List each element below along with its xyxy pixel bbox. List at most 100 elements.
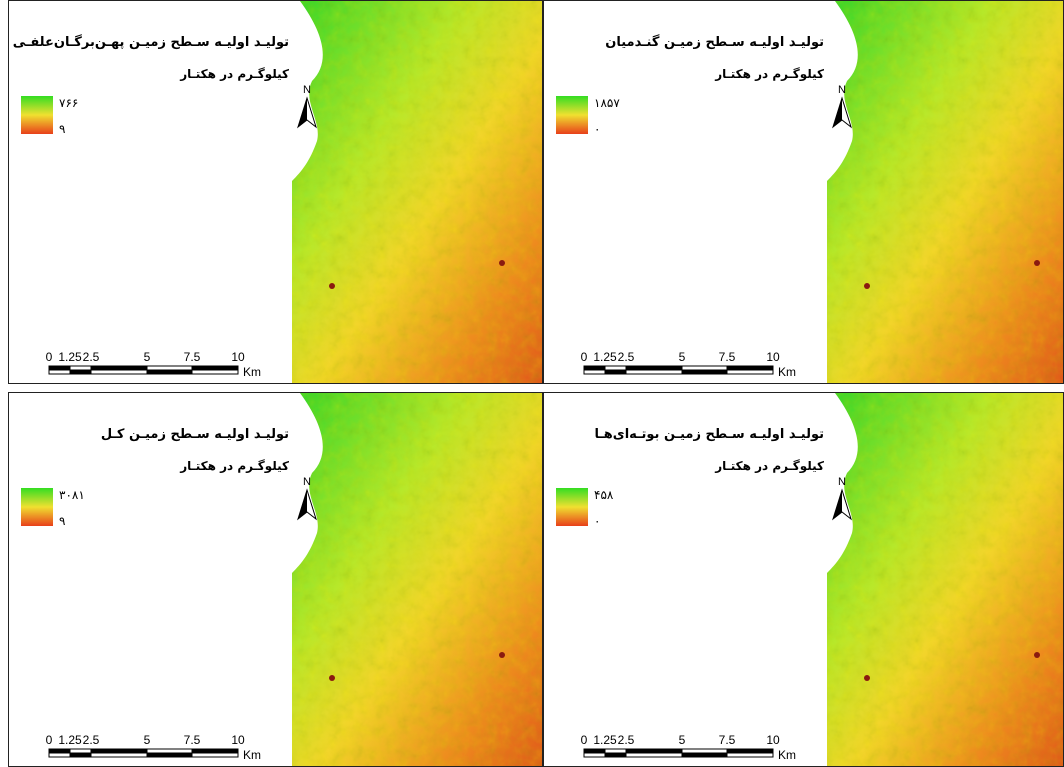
scale-segment bbox=[91, 753, 147, 757]
scale-segment bbox=[682, 366, 727, 370]
scale-label: 10 bbox=[231, 350, 245, 364]
scale-segment bbox=[584, 749, 605, 753]
scale-label: 7.5 bbox=[719, 733, 736, 747]
scale-segment bbox=[626, 753, 682, 757]
map-texture bbox=[292, 1, 543, 384]
scale-label: 7.5 bbox=[184, 733, 201, 747]
scale-segment bbox=[682, 749, 727, 753]
scale-segment bbox=[49, 366, 70, 370]
map-dot bbox=[329, 283, 335, 289]
unit-label: کیلوگـرم در هکتـار bbox=[558, 459, 824, 473]
scale-segment bbox=[192, 749, 238, 753]
scale-segment bbox=[147, 370, 192, 374]
scale-segment bbox=[91, 366, 147, 370]
scale-segment bbox=[605, 749, 626, 753]
map-title: تولیـد اولیـه سـطح زمیـن کـل bbox=[101, 427, 289, 442]
map-texture bbox=[827, 393, 1064, 767]
scale-segment bbox=[49, 370, 70, 374]
map-title: تولیـد اولیـه سـطح زمیـن گنـدمیان bbox=[605, 35, 824, 50]
north-label: N bbox=[303, 84, 311, 96]
scale-label: 7.5 bbox=[719, 350, 736, 364]
scale-segment bbox=[584, 366, 605, 370]
scale-segment bbox=[626, 749, 682, 753]
north-label: N bbox=[838, 476, 846, 488]
scale-label: 10 bbox=[766, 733, 780, 747]
scale-label: 2.5 bbox=[83, 350, 100, 364]
scale-segment bbox=[727, 370, 773, 374]
scale-label: 1.25 bbox=[593, 350, 617, 364]
scale-segment bbox=[626, 366, 682, 370]
legend-max: ۳۰۸۱ bbox=[59, 488, 85, 502]
scale-segment bbox=[147, 749, 192, 753]
map-texture bbox=[292, 393, 543, 767]
map-dot bbox=[499, 652, 505, 658]
scale-segment bbox=[584, 370, 605, 374]
scale-segment bbox=[49, 753, 70, 757]
scale-segment bbox=[49, 749, 70, 753]
scale-segment bbox=[605, 370, 626, 374]
legend-ramp bbox=[556, 488, 588, 526]
legend-ramp bbox=[21, 96, 53, 134]
scale-label: 2.5 bbox=[83, 733, 100, 747]
map-figure: N01.252.557.510Kmتولیـد اولیـه سـطح زمیـ… bbox=[0, 0, 1064, 767]
scale-segment bbox=[584, 753, 605, 757]
scale-segment bbox=[727, 753, 773, 757]
scale-segment bbox=[147, 753, 192, 757]
legend-max: ۴۵۸ bbox=[594, 488, 613, 502]
scale-segment bbox=[605, 366, 626, 370]
map-texture bbox=[827, 1, 1064, 384]
scale-unit: Km bbox=[243, 365, 261, 379]
scale-segment bbox=[70, 749, 91, 753]
scale-label: 1.25 bbox=[593, 733, 617, 747]
scale-label: 1.25 bbox=[58, 733, 82, 747]
legend-min: ۹ bbox=[59, 514, 65, 528]
scale-label: 0 bbox=[46, 733, 53, 747]
legend-max: ۱۸۵۷ bbox=[594, 96, 620, 110]
scale-segment bbox=[682, 753, 727, 757]
scale-label: 10 bbox=[766, 350, 780, 364]
scale-segment bbox=[70, 366, 91, 370]
map-title: تولیـد اولیـه سـطح زمیـن بوتـه‌ای‌هـا bbox=[594, 427, 824, 442]
unit-label: کیلوگـرم در هکتـار bbox=[558, 67, 824, 81]
scale-label: 0 bbox=[581, 350, 588, 364]
map-dot bbox=[1034, 260, 1040, 266]
scale-unit: Km bbox=[243, 748, 261, 762]
north-label: N bbox=[838, 84, 846, 96]
scale-label: 0 bbox=[581, 733, 588, 747]
scale-label: 5 bbox=[144, 733, 151, 747]
scale-segment bbox=[70, 370, 91, 374]
scale-label: 2.5 bbox=[618, 733, 635, 747]
scale-segment bbox=[91, 749, 147, 753]
map-dot bbox=[329, 675, 335, 681]
map-dot bbox=[864, 283, 870, 289]
scale-segment bbox=[626, 370, 682, 374]
map-title: تولیـد اولیـه سـطح زمیـن پهـن‌برگـان‌علف… bbox=[13, 35, 289, 50]
scale-segment bbox=[91, 370, 147, 374]
north-label: N bbox=[303, 476, 311, 488]
scale-label: 10 bbox=[231, 733, 245, 747]
legend-min: ۰ bbox=[594, 122, 600, 136]
map-dot bbox=[499, 260, 505, 266]
scale-segment bbox=[70, 753, 91, 757]
scale-segment bbox=[727, 366, 773, 370]
scale-unit: Km bbox=[778, 365, 796, 379]
scale-segment bbox=[192, 370, 238, 374]
scale-label: 0 bbox=[46, 350, 53, 364]
scale-label: 7.5 bbox=[184, 350, 201, 364]
legend-min: ۹ bbox=[59, 122, 65, 136]
scale-label: 5 bbox=[679, 733, 686, 747]
unit-label: کیلوگـرم در هکتـار bbox=[23, 67, 289, 81]
scale-segment bbox=[192, 366, 238, 370]
scale-segment bbox=[192, 753, 238, 757]
legend-min: ۰ bbox=[594, 514, 600, 528]
legend-ramp bbox=[21, 488, 53, 526]
scale-label: 5 bbox=[679, 350, 686, 364]
scale-label: 1.25 bbox=[58, 350, 82, 364]
map-dot bbox=[1034, 652, 1040, 658]
